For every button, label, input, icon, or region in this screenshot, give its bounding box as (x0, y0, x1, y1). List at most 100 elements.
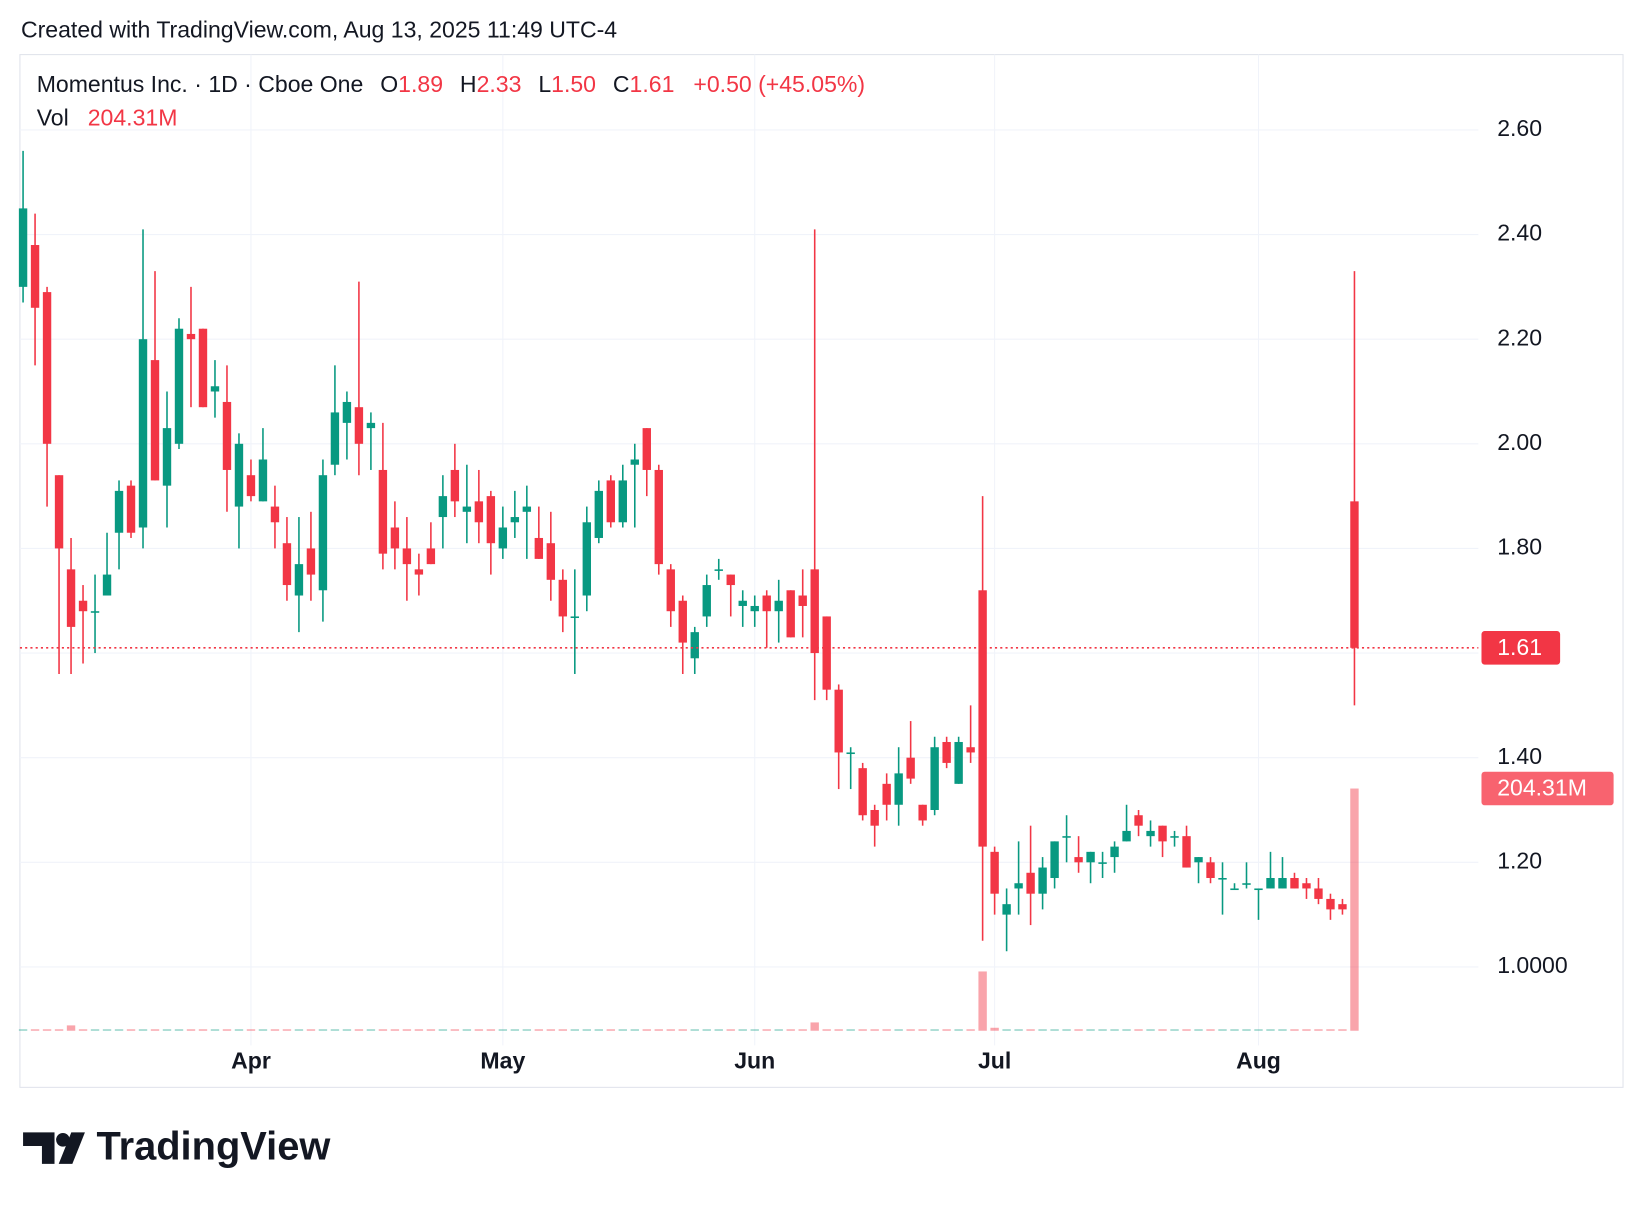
candle-body (630, 459, 639, 465)
chart-frame (19, 54, 1624, 1088)
volume-bar (990, 1027, 999, 1031)
volume-bar (678, 1029, 687, 1031)
candle-body (90, 611, 100, 613)
symbol: Momentus Inc. · 1D · Cboe One (37, 71, 364, 97)
candle-body (894, 773, 903, 805)
volume-bar (270, 1029, 280, 1031)
volume-bar (102, 1029, 112, 1031)
volume-bar (414, 1029, 424, 1031)
volume-bar (1062, 1029, 1071, 1031)
candle-body (1350, 501, 1359, 648)
candle-body (450, 469, 460, 502)
x-tick-label: Jun (734, 1047, 775, 1073)
candle-body (162, 428, 172, 486)
volume-bar (510, 1029, 520, 1031)
ohlc-value: 1.50 (551, 71, 596, 97)
candle-body (186, 333, 196, 340)
volume-bar (366, 1029, 376, 1031)
candle-body (1206, 862, 1215, 879)
candle-body (198, 328, 208, 408)
candle-body (282, 543, 292, 586)
volume-bar (546, 1029, 556, 1031)
candle-body (510, 517, 520, 523)
volume-bar (90, 1029, 100, 1031)
volume-bar (66, 1025, 76, 1031)
volume-bar (930, 1029, 939, 1031)
volume-bar (594, 1029, 603, 1031)
candle-body (1302, 883, 1311, 889)
candle-body (1122, 830, 1131, 842)
candle-body (738, 600, 747, 606)
volume-bar (378, 1029, 388, 1031)
volume-bar (1086, 1029, 1095, 1031)
candle-body (726, 574, 735, 586)
candle-body (582, 522, 592, 596)
volume-bar (222, 1029, 232, 1031)
volume-bar (534, 1029, 544, 1031)
volume-bar (810, 1022, 819, 1031)
volume-bar (330, 1029, 340, 1031)
volume-bar (462, 1029, 472, 1031)
volume-bar (174, 1029, 184, 1031)
candle-body (1254, 888, 1263, 891)
candle-body (366, 422, 376, 429)
candle-body (30, 245, 40, 308)
candle-body (1170, 836, 1179, 838)
candle-body (174, 328, 184, 444)
volume-bar (78, 1029, 88, 1031)
volume-bar (846, 1029, 855, 1031)
volume-bar (198, 1029, 208, 1031)
candle-body (666, 569, 675, 612)
candle-body (1038, 867, 1047, 894)
y-tick-label: 2.60 (1497, 115, 1542, 141)
volume-bar (54, 1029, 64, 1031)
volume-bar (1122, 1029, 1131, 1031)
candle-body (150, 360, 160, 481)
volume-bar (894, 1029, 903, 1031)
ohlc-key: O (380, 71, 398, 97)
volume-tag-label: 204.31M (1497, 775, 1587, 801)
candle-body (1062, 836, 1071, 838)
candle-body (954, 741, 963, 784)
candle-body (990, 851, 999, 894)
candle-body (558, 579, 568, 617)
candle-body (414, 569, 424, 575)
volume-bar (822, 1029, 831, 1031)
legend-header: Momentus Inc. · 1D · Cboe One O1.89 H2.3… (37, 71, 865, 97)
volume-bar (1194, 1029, 1203, 1031)
volume-bar (18, 1029, 28, 1031)
volume-bar (942, 1029, 951, 1031)
volume-bar (1266, 1029, 1275, 1031)
volume-bar (486, 1029, 496, 1031)
volume-layer (18, 788, 1359, 1031)
candle-body (474, 501, 484, 523)
candle-body (390, 527, 400, 549)
candle-body (378, 469, 388, 554)
volume-bar (1038, 1029, 1047, 1031)
volume-tag (1481, 771, 1614, 806)
volume-bar (558, 1029, 568, 1031)
candle-body (246, 475, 256, 497)
candle-body (918, 804, 927, 821)
volume-bar (1350, 788, 1359, 1031)
volume-bar (126, 1029, 136, 1031)
candle-body (798, 595, 807, 606)
candle-body (966, 747, 975, 753)
volume-bar (1002, 1029, 1011, 1031)
candle-body (1014, 883, 1023, 889)
volume-bar (522, 1029, 532, 1031)
volume-bar (1050, 1029, 1059, 1031)
volume-bar (966, 1029, 975, 1031)
volume-bar (978, 971, 987, 1031)
volume-bar (750, 1029, 759, 1031)
candle-body (618, 480, 627, 523)
volume-bar (1110, 1029, 1119, 1031)
candle-body (1050, 841, 1059, 879)
candle-body (318, 475, 328, 591)
volume-bar (42, 1029, 52, 1031)
x-tick-label: May (480, 1047, 525, 1073)
volume-bar (882, 1029, 891, 1031)
volume-bar (606, 1029, 615, 1031)
y-tick-label: 1.40 (1497, 743, 1542, 769)
